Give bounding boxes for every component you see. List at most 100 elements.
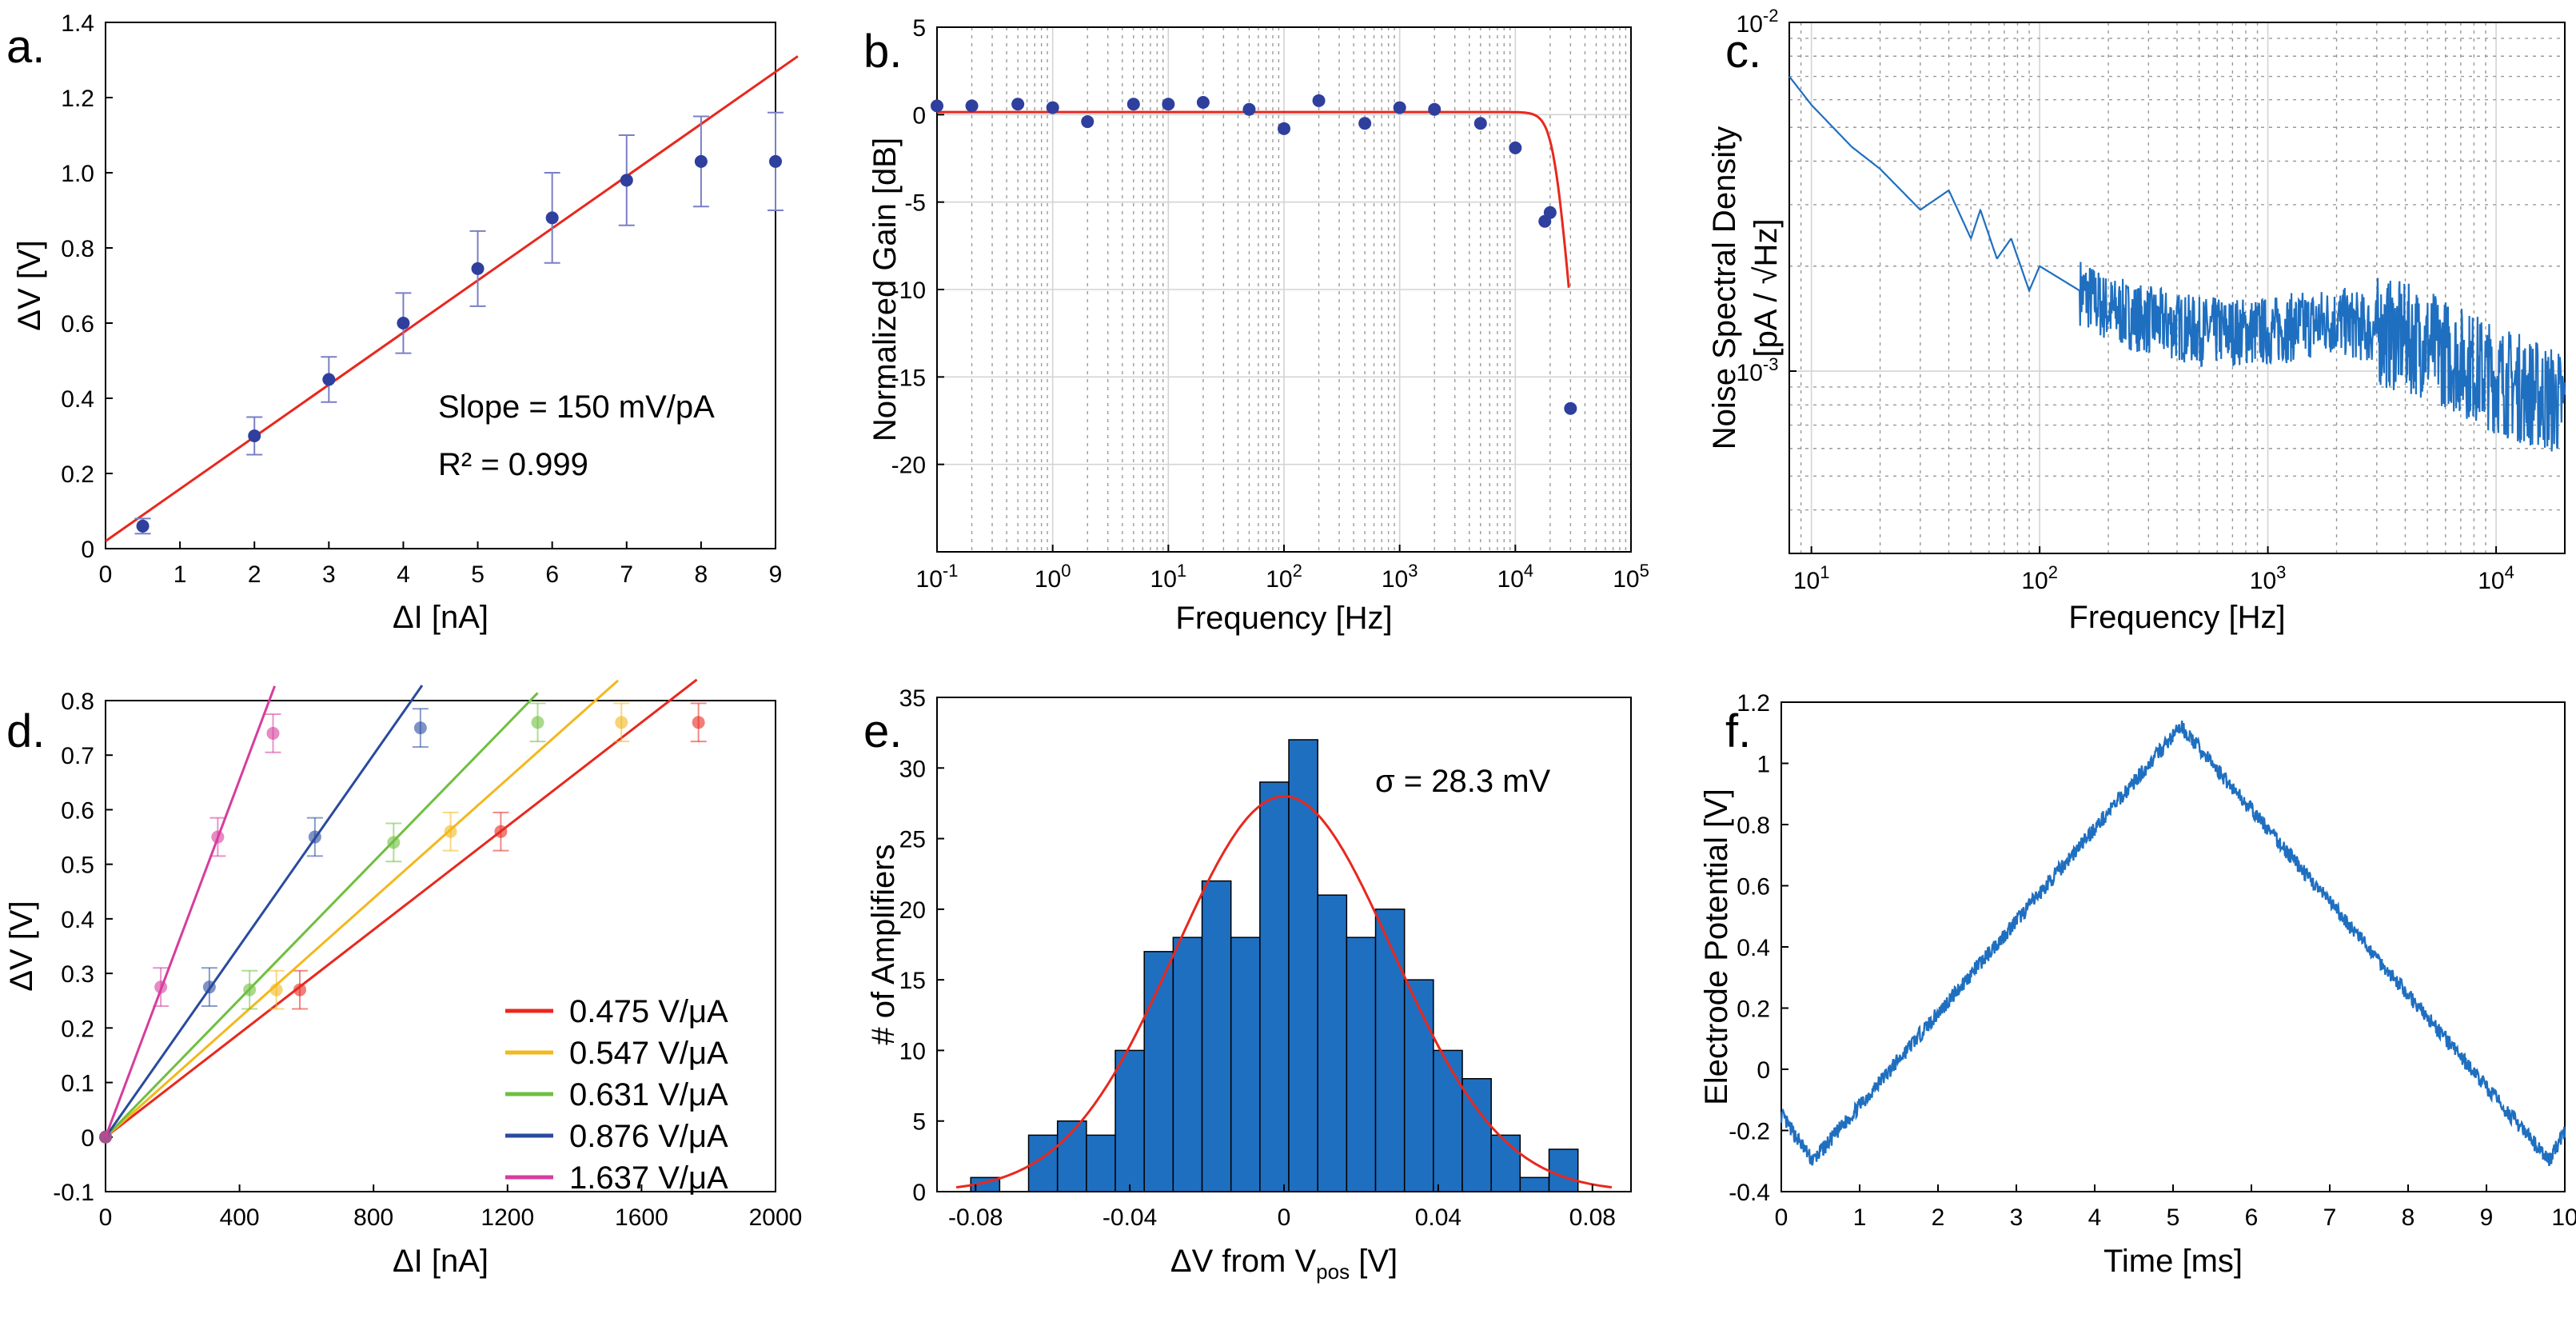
- x-tick-label: 3: [2010, 1204, 2024, 1231]
- y-tick-label: 0.8: [61, 689, 94, 715]
- x-tick-label-base: 10: [2021, 568, 2048, 594]
- data-point: [1543, 206, 1557, 219]
- panel-f-frame: [1780, 701, 2566, 1192]
- panel-d: 0 400 800 1200 1600 2000-0.100.10.20.30.40.50…: [4, 678, 802, 1279]
- fit-curve: [937, 110, 1570, 288]
- x-tick-label: 8: [2402, 1204, 2415, 1231]
- data-point: [620, 174, 633, 187]
- x-tick-label: 105: [1613, 561, 1649, 593]
- panel-b: 10-1 100 101 102 103 104 10550-5-10-15-20Frequ…: [863, 15, 1649, 636]
- data-point: [1428, 102, 1442, 116]
- histogram-bar: [1230, 937, 1261, 1192]
- slope-annotation: Slope = 150 mV/pA: [438, 389, 715, 425]
- y-tick-label: 10: [899, 1038, 926, 1064]
- x-tick-label: 400: [220, 1204, 260, 1231]
- y-tick-label: 30: [899, 756, 926, 782]
- y-tick-label: 0.2: [1737, 996, 1770, 1023]
- panel-label: b.: [863, 26, 902, 78]
- x-tick-label: 800: [353, 1204, 393, 1231]
- fit-line-series-3: [104, 685, 424, 1138]
- y-tick-label: 0.5: [61, 853, 94, 879]
- panel-label: c.: [1725, 26, 1761, 78]
- y-tick-label: 0: [81, 537, 94, 563]
- y-tick-label: 0.4: [1737, 935, 1770, 961]
- histogram-bar: [1201, 880, 1232, 1192]
- y-tick-label: 0.6: [1737, 874, 1770, 901]
- y-tick-label: -0.1: [53, 1180, 94, 1206]
- r2-annotation: R² = 0.999: [438, 447, 588, 482]
- x-tick-label-base: 10: [1497, 566, 1524, 593]
- data-point: [413, 721, 427, 735]
- x-tick-label: 4: [2088, 1204, 2102, 1231]
- x-tick-label-exponent: 3: [2276, 562, 2286, 582]
- y-axis-label: ΔV [V]: [4, 901, 39, 991]
- y-tick-label: 0.2: [61, 461, 94, 488]
- x-tick-label: 9: [769, 561, 783, 588]
- data-point: [243, 983, 257, 996]
- data-point: [1564, 401, 1577, 415]
- data-point: [136, 519, 150, 533]
- panel-a-frame: [105, 22, 776, 549]
- data-point: [692, 716, 705, 729]
- fit-line-series-1: [105, 679, 620, 1138]
- histogram-bar: [1403, 979, 1434, 1192]
- x-tick-label: 0: [99, 561, 113, 588]
- data-point: [99, 1130, 112, 1144]
- y-tick-label: 0: [81, 1125, 94, 1152]
- x-tick-label-exponent: 4: [2505, 562, 2514, 582]
- y-tick-label-base: 10: [1737, 360, 1763, 386]
- y-tick-label: 1: [1757, 752, 1770, 778]
- histogram-bar: [1115, 1049, 1145, 1192]
- x-tick-label-exponent: 5: [1640, 561, 1649, 581]
- fit-line-series-4: [104, 685, 276, 1138]
- x-tick-label: 8: [695, 561, 708, 588]
- histogram-bar: [1490, 1134, 1521, 1192]
- x-tick-label: 103: [2250, 562, 2287, 594]
- x-tick-label: 10-1: [916, 561, 959, 593]
- panel-e: -0.08 -0.04 0 0.04 0.08 0 5 10 15 20 25 30 35 σ = 28.…: [863, 685, 1632, 1284]
- y-tick-label: 0.1: [61, 1071, 94, 1097]
- data-point: [531, 716, 544, 729]
- x-tick-label-base: 10: [2250, 568, 2276, 594]
- x-tick-label-base: 10: [1382, 566, 1408, 593]
- x-tick-label: 1200: [481, 1204, 534, 1231]
- data-point: [293, 983, 307, 996]
- histogram-bar: [1172, 937, 1203, 1192]
- histogram-bar: [1433, 1049, 1463, 1192]
- x-axis-label-unit: [V]: [1350, 1244, 1398, 1279]
- x-tick-label: 4: [397, 561, 410, 588]
- data-point: [1011, 98, 1025, 111]
- data-point: [1242, 102, 1256, 116]
- y-axis-label: # of Amplifiers: [866, 844, 901, 1044]
- histogram-bar: [1317, 894, 1348, 1192]
- data-point: [494, 825, 508, 838]
- y-tick-label: 1.4: [61, 10, 94, 37]
- x-axis-label: ΔI [nA]: [393, 600, 488, 635]
- noise-spectrum-line: [1788, 75, 2566, 452]
- y-tick-label: 0.8: [1737, 813, 1770, 839]
- x-axis-label: ΔV from Vpos [V]: [1170, 1244, 1398, 1284]
- data-point: [694, 154, 708, 168]
- x-tick-label-base: 10: [1035, 566, 1061, 593]
- x-tick-label: 103: [1382, 561, 1418, 593]
- x-tick-label-exponent: 4: [1524, 561, 1533, 581]
- x-tick-label-base: 10: [916, 566, 943, 593]
- potential-trace-line: [1780, 721, 2566, 1167]
- histogram-bar: [1143, 951, 1174, 1192]
- sigma-annotation: σ = 28.3 mV: [1375, 764, 1551, 799]
- x-tick-label: 7: [2323, 1204, 2337, 1231]
- x-tick-label-exponent: 1: [1820, 562, 1829, 582]
- panel-label: e.: [863, 705, 902, 757]
- x-tick-label-exponent: 3: [1408, 561, 1418, 581]
- x-tick-label: 6: [2245, 1204, 2259, 1231]
- x-tick-label: 0: [99, 1204, 113, 1231]
- data-point: [1358, 117, 1372, 130]
- panel-c-frame: [1788, 22, 2566, 554]
- panel-f: 0 1 2 3 4 5 6 7 8 9 10 -0.4 -0.2 0 0.2 0.4 0.6 0.8 1 1.2 Tim…: [1699, 690, 2576, 1279]
- y-tick-label-base: 10: [1737, 11, 1763, 38]
- x-tick-label: 6: [545, 561, 559, 588]
- x-axis-label-main: ΔV from V: [1170, 1244, 1317, 1279]
- y-tick-label-exponent: -3: [1763, 354, 1779, 374]
